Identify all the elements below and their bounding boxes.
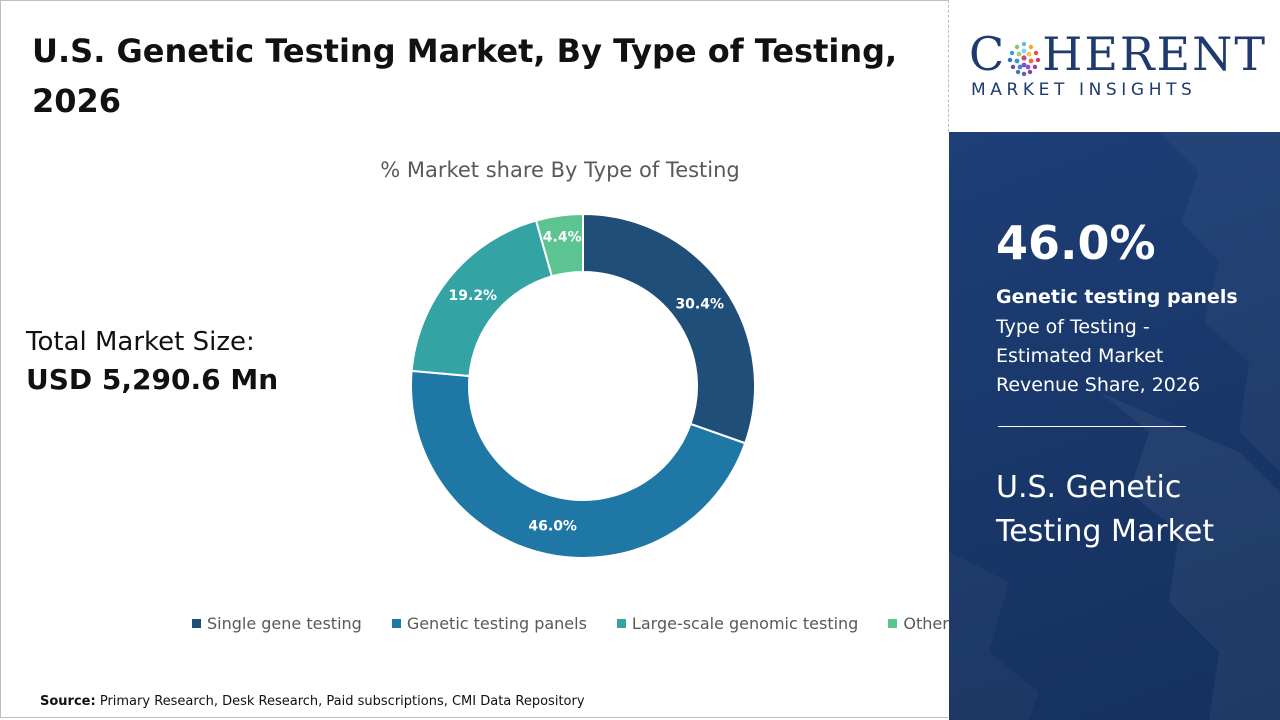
legend-label: Genetic testing panels: [406, 614, 587, 633]
legend-swatch: [391, 619, 401, 628]
chart-title: % Market share By Type of Testing: [380, 158, 740, 182]
logo-tagline: MARKET INSIGHTS: [971, 80, 1197, 100]
data-label: 4.4%: [543, 229, 582, 245]
donut-slice-others: [534, 212, 584, 278]
logo-wordmark: C: [969, 27, 1268, 81]
legend-item: Large-scale genomic testing: [616, 614, 859, 633]
market-size-label: Total Market Size:: [26, 327, 255, 357]
legend-swatch: [888, 619, 898, 628]
legend-swatch: [192, 619, 201, 628]
legend-item: Genetic testing panels: [391, 614, 587, 633]
donut-chart: 30.4% 46.0% 19.2% 4.4%: [410, 212, 756, 559]
chart-legend: Single gene testing Genetic testing panel…: [192, 614, 957, 633]
logo-divider: [948, 0, 949, 132]
panel-market-name: U.S. Genetic Testing Market: [996, 470, 1215, 549]
data-label: 46.0%: [528, 519, 577, 535]
map-background-icon: [1099, 132, 1280, 720]
legend-item: Others: [888, 614, 957, 633]
legend-swatch: [616, 619, 626, 628]
side-panel: 46.0% Genetic testing panels Type of Tes…: [949, 132, 1280, 720]
donut-slice-single-gene-testing: [582, 212, 756, 445]
highlight-label: Genetic testing panels: [996, 286, 1238, 308]
page-title: U.S. Genetic Testing Market, By Type of …: [32, 32, 898, 120]
legend-item: Single gene testing: [192, 614, 362, 633]
donut-slice-genetic-testing-panels: [410, 369, 747, 559]
dot-globe-icon: [1008, 41, 1041, 77]
legend-label: Large-scale genomic testing: [631, 614, 859, 633]
source-label: Source:: [40, 694, 96, 709]
market-size: Total Market Size: USD 5,290.6 Mn: [26, 324, 278, 400]
source-note: Source: Primary Research, Desk Research,…: [40, 694, 585, 709]
legend-label: Single gene testing: [207, 614, 362, 633]
data-label: 19.2%: [449, 288, 498, 304]
logo: C: [949, 0, 1280, 132]
panel-divider: [998, 426, 1186, 427]
slide-frame: [0, 0, 948, 718]
market-size-value: USD 5,290.6 Mn: [26, 363, 279, 396]
data-label: 30.4%: [675, 296, 724, 312]
highlight-description: Type of Testing - Estimated Market Reven…: [996, 316, 1201, 396]
legend-label: Others: [903, 614, 958, 633]
highlight-value: 46.0%: [996, 216, 1156, 270]
source-text: Primary Research, Desk Research, Paid su…: [99, 694, 585, 709]
